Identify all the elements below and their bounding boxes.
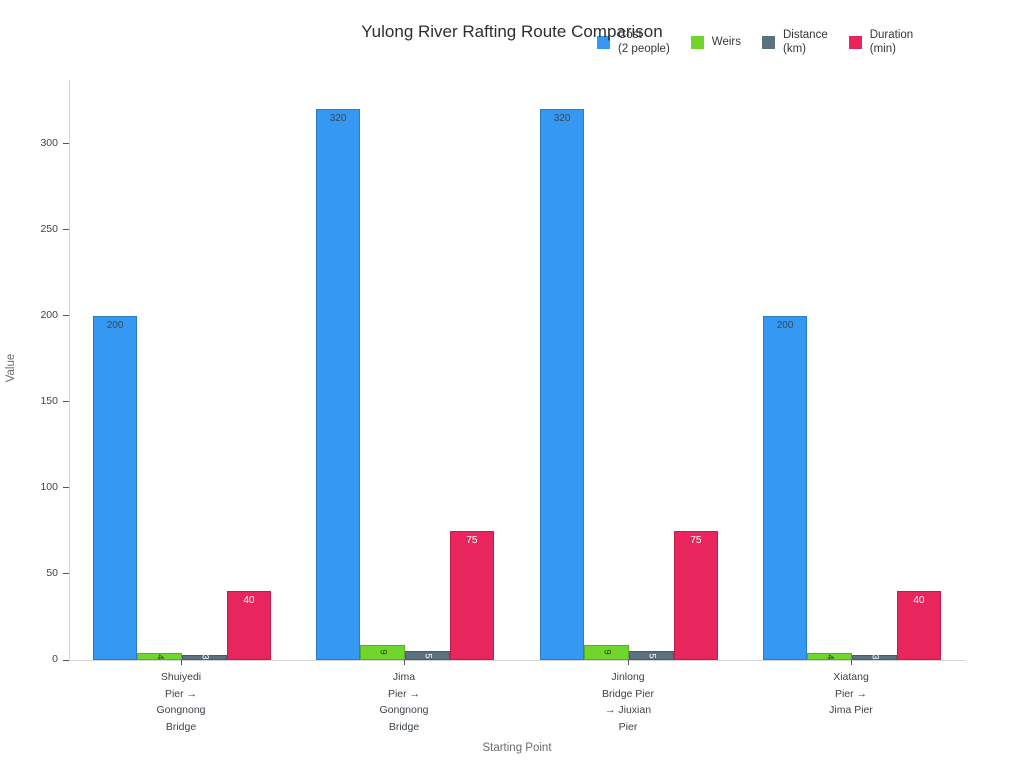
y-tick-label: 100 (40, 480, 58, 493)
legend-swatch-icon (690, 35, 704, 49)
legend-item: Duration (min) (848, 28, 914, 56)
y-tick-label: 200 (40, 308, 58, 321)
bar-value-label: 40 (913, 595, 925, 607)
y-tick-mark (63, 573, 69, 575)
y-tick-mark (63, 315, 69, 317)
x-axis-title: Starting Point (482, 742, 552, 754)
bar-series2-group0: 3 (182, 655, 227, 660)
bar-value-label: 75 (690, 534, 702, 546)
bar-series1-group1: 9 (360, 644, 405, 660)
bar-value-label: 75 (466, 534, 478, 546)
bar-series0-group0: 200 (92, 315, 138, 660)
y-tick-mark (63, 401, 69, 403)
y-tick-mark (63, 487, 69, 489)
bar-value-label: 200 (776, 319, 794, 331)
bar-series3-group0: 40 (226, 591, 272, 660)
x-category-label: Xiatang Pier → Jima Pier (829, 671, 873, 716)
bar-series2-group3: 3 (852, 655, 897, 660)
legend-item: Distance (km) (761, 28, 828, 56)
x-category-label: Jima Pier → Gongnong Bridge (379, 671, 429, 733)
bar-series1-group3: 4 (807, 653, 852, 660)
bar-series1-group0: 4 (137, 653, 182, 660)
bar-series3-group1: 75 (449, 530, 495, 660)
bar-series0-group1: 320 (315, 109, 361, 660)
bar-series0-group3: 200 (762, 315, 808, 660)
bar-value-label: 9 (601, 649, 613, 655)
y-tick-label: 300 (40, 136, 58, 149)
bar-series2-group2: 5 (629, 651, 674, 660)
bar-value-label: 3 (199, 654, 211, 661)
legend-item: Cost (2 people) (597, 28, 670, 56)
legend-label: Duration (min) (869, 29, 914, 55)
bar-value-label: 200 (106, 319, 124, 331)
legend-item: Weirs (690, 35, 741, 49)
bar-series3-group3: 40 (896, 591, 942, 660)
plot-area: 200 320 320 200 4 9 9 4 3 5 5 3 40 75 75 40 (69, 80, 966, 661)
legend: Cost (2 people) Weirs Distance (km) Duratio… (597, 28, 913, 56)
bar-value-label: 5 (422, 653, 434, 659)
x-tick-mark (180, 660, 182, 665)
bar-series0-group2: 320 (539, 109, 585, 660)
y-tick-label: 250 (40, 222, 58, 235)
bar-series3-group2: 75 (673, 530, 719, 660)
legend-label: Weirs (711, 36, 741, 48)
y-axis-title: Value (5, 353, 17, 383)
bar-series2-group1: 5 (405, 651, 450, 660)
bar-value-label: 4 (824, 653, 836, 660)
legend-swatch-icon (848, 35, 862, 49)
bar-value-label: 5 (646, 653, 658, 659)
bar-series1-group2: 9 (584, 644, 629, 660)
y-tick-mark (63, 659, 69, 661)
bar-value-label: 9 (377, 649, 389, 655)
y-tick-label: 150 (40, 394, 58, 407)
legend-swatch-icon (597, 35, 610, 49)
x-tick-mark (850, 660, 852, 665)
legend-label: Cost (2 people) (618, 29, 670, 55)
x-tick-mark (627, 660, 629, 665)
bar-value-label: 4 (154, 653, 166, 660)
y-tick-label: 50 (46, 566, 58, 579)
y-tick-mark (63, 229, 69, 231)
y-tick-mark (63, 143, 69, 145)
x-category-label: Shuiyedi Pier → Gongnong Bridge (156, 671, 206, 733)
x-category-label: Jinlong Bridge Pier → Jiuxian Pier (602, 671, 654, 733)
bar-value-label: 40 (243, 595, 255, 607)
y-tick-label: 0 (52, 653, 58, 665)
bar-value-label: 320 (553, 113, 571, 125)
bar-value-label: 320 (329, 113, 347, 125)
legend-swatch-icon (761, 35, 775, 49)
legend-label: Distance (km) (782, 29, 828, 55)
x-tick-mark (403, 660, 405, 665)
bar-value-label: 3 (869, 654, 881, 661)
